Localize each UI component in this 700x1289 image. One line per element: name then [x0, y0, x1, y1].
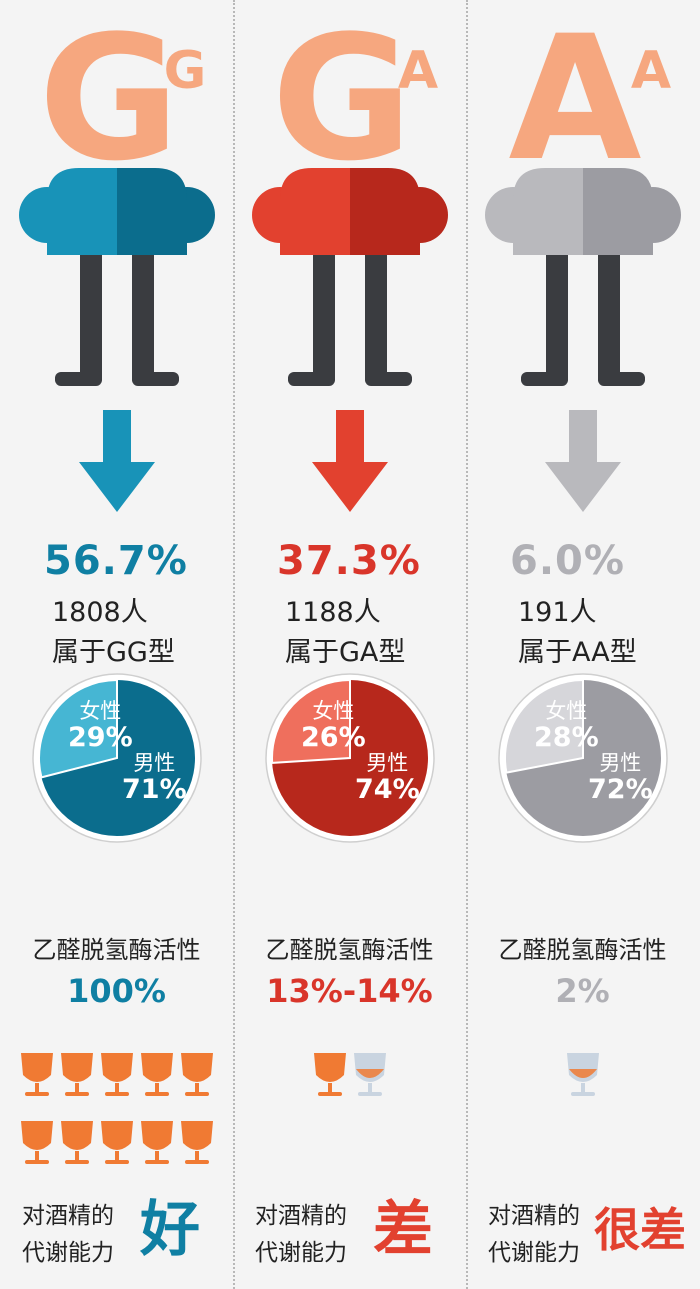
torso-right	[117, 168, 187, 255]
pie-slice-female	[271, 678, 351, 764]
genotype-label: 属于GA型	[285, 637, 406, 668]
metabolism-label: 对酒精的 代谢能力	[488, 1203, 580, 1266]
head-letter-large: G	[38, 0, 179, 199]
population-percent: 6.0%	[510, 538, 625, 584]
down-arrow-icon	[312, 410, 388, 512]
torso-right	[583, 168, 653, 255]
torso-left	[513, 168, 583, 255]
pie-label-male: 男性 71%	[122, 751, 187, 806]
enzyme-activity-label: 乙醛脱氢酶活性	[265, 936, 434, 964]
wine-glass-empty-icon	[354, 1053, 386, 1096]
column-ga: G A 37.3% 1188人 属于GA型 女性 26% 男性 74% 乙醛脱氢酶活性 13%-14…	[233, 0, 466, 1289]
column-gg: G G 56.7% 1808人 属于GG型 女性 29% 男性 71% 乙醛脱氢酶活性 100% 对酒…	[0, 0, 233, 1289]
glasses	[567, 1053, 599, 1096]
legs	[55, 250, 179, 386]
enzyme-activity-label: 乙醛脱氢酶活性	[32, 936, 201, 964]
wine-glass-full-icon	[181, 1121, 213, 1164]
torso-left	[47, 168, 117, 255]
glasses	[21, 1053, 213, 1164]
column-aa: A A 6.0% 191人 属于AA型 女性 28% 男性 72% 乙醛脱氢酶活性 2% 对酒精的 代谢…	[466, 0, 699, 1289]
wine-glass-full-icon	[21, 1121, 53, 1164]
wine-glass-full-icon	[141, 1121, 173, 1164]
wine-glass-full-icon	[141, 1053, 173, 1096]
pie-label-female: 女性 26%	[301, 699, 366, 754]
column-divider-1	[233, 0, 235, 1289]
legs	[288, 250, 412, 386]
figure-ga: GA	[252, 0, 448, 843]
metabolism-verdict: 好	[140, 1195, 200, 1265]
wine-glass-full-icon	[21, 1053, 53, 1096]
enzyme-activity-label: 乙醛脱氢酶活性	[498, 936, 667, 964]
wine-glass-full-icon	[61, 1053, 93, 1096]
wine-glass-full-icon	[101, 1121, 133, 1164]
metabolism-label: 对酒精的 代谢能力	[22, 1203, 114, 1266]
legs	[521, 250, 645, 386]
down-arrow-icon	[545, 410, 621, 512]
population-count: 191人	[518, 597, 597, 628]
head-letter-small: A	[398, 41, 438, 101]
pie-slice-female	[38, 678, 118, 779]
wine-glass-empty-icon	[567, 1053, 599, 1096]
population-count: 1188人	[285, 597, 381, 628]
torso-right	[350, 168, 420, 255]
column-divider-2	[466, 0, 468, 1289]
pie-label-female: 女性 29%	[68, 699, 133, 754]
head-letter-small: A	[631, 41, 671, 101]
glasses	[314, 1053, 386, 1096]
genotype-label: 属于GG型	[52, 637, 175, 668]
figure-gg: GG	[19, 0, 215, 843]
metabolism-label: 对酒精的 代谢能力	[255, 1203, 347, 1266]
head-letter-large: G	[271, 0, 412, 199]
pie-label-female: 女性 28%	[534, 699, 599, 754]
genotype-label: 属于AA型	[518, 637, 637, 668]
pie-label-male: 男性 74%	[355, 751, 420, 806]
metabolism-verdict: 差	[373, 1195, 433, 1265]
torso-left	[280, 168, 350, 255]
wine-glass-full-icon	[61, 1121, 93, 1164]
pie-slice-female	[504, 678, 584, 774]
wine-glass-full-icon	[181, 1053, 213, 1096]
enzyme-activity-value: 2%	[555, 972, 610, 1010]
figure-aa: AA	[485, 0, 681, 843]
enzyme-activity-value: 100%	[67, 972, 166, 1010]
head-letter-small: G	[164, 41, 207, 101]
head-letter-large: A	[508, 0, 641, 199]
enzyme-activity-value: 13%-14%	[266, 972, 433, 1010]
wine-glass-full-icon	[101, 1053, 133, 1096]
population-percent: 56.7%	[44, 538, 188, 584]
down-arrow-icon	[79, 410, 155, 512]
population-percent: 37.3%	[277, 538, 421, 584]
pie-label-male: 男性 72%	[588, 751, 653, 806]
metabolism-verdict: 很差	[594, 1203, 686, 1257]
population-count: 1808人	[52, 597, 148, 628]
wine-glass-full-icon	[314, 1053, 346, 1096]
